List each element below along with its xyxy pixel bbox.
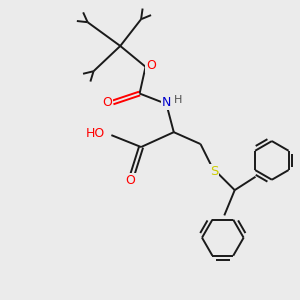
Text: O: O (103, 96, 112, 109)
Text: H: H (173, 95, 182, 105)
Text: O: O (126, 174, 136, 187)
Text: S: S (210, 165, 218, 178)
Text: N: N (162, 96, 171, 109)
Text: O: O (146, 59, 156, 72)
Text: HO: HO (85, 127, 105, 140)
